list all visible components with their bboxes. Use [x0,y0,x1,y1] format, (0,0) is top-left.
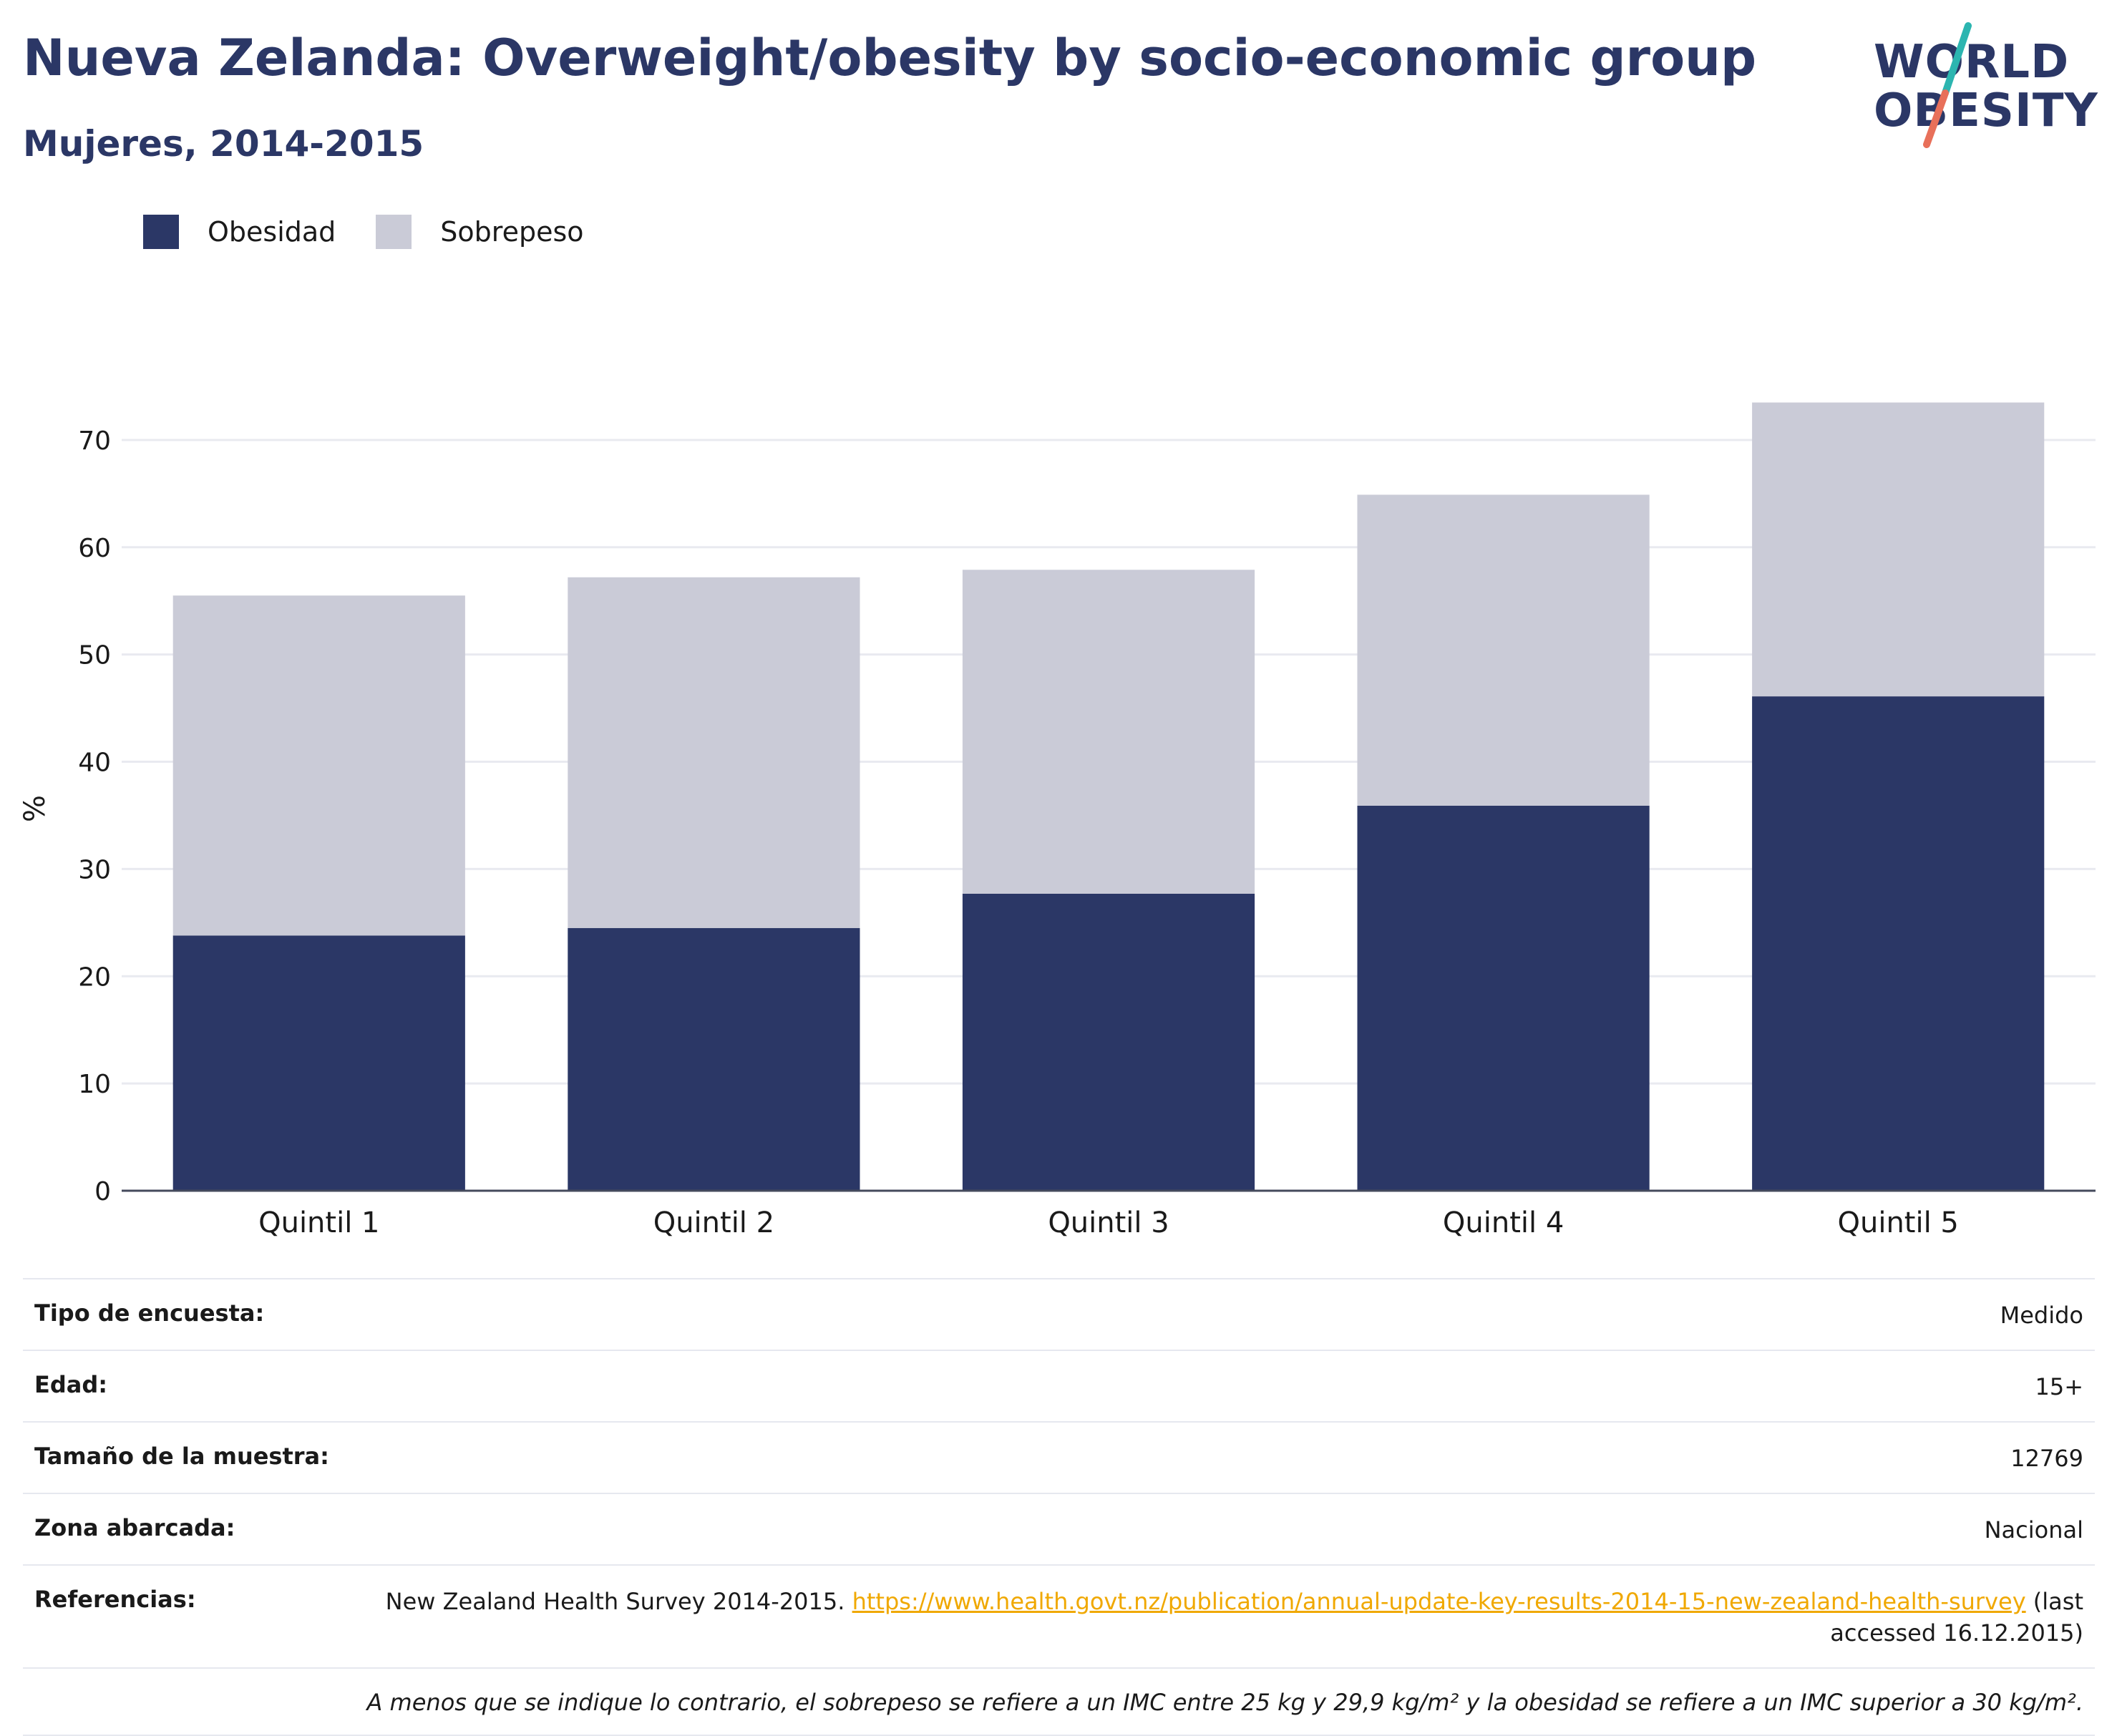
reference-text: New Zealand Health Survey 2014-2015. [385,1588,845,1615]
info-row-survey-type: Tipo de encuesta: Medido [23,1279,2095,1350]
info-row-area: Zona abarcada: Nacional [23,1493,2095,1565]
legend-label-sobrepeso: Sobrepeso [440,216,584,248]
info-key: Zona abarcada: [34,1514,235,1541]
bar-obesidad-quintil-1 [172,935,465,1191]
bar-obesidad-quintil-2 [568,927,860,1191]
y-tick-label: 10 [78,1070,111,1099]
logo-text-obesity: OBESITY [1874,84,2098,137]
bar-obesidad-quintil-5 [1752,696,2045,1191]
info-value: Nacional [1984,1516,2083,1544]
info-value: 12769 [2010,1445,2083,1472]
x-tick-label: Quintil 5 [1838,1206,1959,1239]
bar-obesidad-quintil-3 [962,893,1255,1191]
chart-title: Nueva Zelanda: Overweight/obesity by soc… [23,29,1757,87]
legend-item-obesidad: Obesidad [143,215,336,249]
info-value: 15+ [2035,1373,2083,1400]
info-key: Referencias: [34,1586,196,1613]
info-row-sample-size: Tamaño de la muestra: 12769 [23,1422,2095,1493]
bar-sobrepeso-quintil-4 [1357,494,1650,806]
info-key: Tipo de encuesta: [34,1299,265,1327]
bar-obesidad-quintil-4 [1357,805,1650,1191]
x-tick-label: Quintil 4 [1443,1206,1564,1239]
stacked-bar-chart: 0 10 20 30 40 50 60 70% Quintil 1 Quintil 2 Quinti… [19,402,2096,1239]
world-obesity-logo: WORLD OBESITY [1861,21,2104,150]
x-tick-label: Quintil 3 [1048,1206,1169,1239]
y-tick-label: 20 [78,962,111,992]
info-row-references: Referencias: New Zealand Health Survey 2… [23,1565,2095,1668]
info-row-age: Edad: 15+ [23,1350,2095,1422]
y-tick-label: 60 [78,534,111,563]
x-tick-label: Quintil 2 [653,1206,774,1239]
definition-note: A menos que se indique lo contrario, el … [366,1689,2083,1716]
bar-sobrepeso-quintil-5 [1752,402,2045,697]
logo-slash-icon [1923,22,1972,148]
y-tick-label: 40 [78,748,111,778]
legend-swatch-sobrepeso [376,215,412,249]
bar-sobrepeso-quintil-2 [568,577,860,928]
info-table: Tipo de encuesta: Medido Edad: 15+ Tamañ… [23,1278,2095,1736]
legend-item-sobrepeso: Sobrepeso [376,215,584,249]
legend-swatch-obesidad [143,215,179,249]
info-key: Edad: [34,1371,108,1398]
x-tick-label: Quintil 1 [258,1206,379,1239]
legend: Obesidad Sobrepeso [143,212,624,252]
y-tick-label: 0 [94,1177,111,1206]
y-tick-label: 30 [78,855,111,884]
info-row-note: A menos que se indique lo contrario, el … [23,1668,2095,1735]
y-axis-label: % [19,795,52,822]
y-tick-label: 50 [78,641,111,670]
logo-text-world: WORLD [1874,36,2070,89]
references-value: New Zealand Health Survey 2014-2015. htt… [341,1565,2095,1668]
info-value: Medido [2000,1302,2083,1329]
info-key: Tamaño de la muestra: [34,1443,329,1470]
y-tick-label: 70 [78,426,111,456]
reference-accessed: (last accessed 16.12.2015) [1830,1588,2083,1647]
legend-label-obesidad: Obesidad [208,216,336,248]
bar-sobrepeso-quintil-3 [962,570,1255,894]
chart-subtitle: Mujeres, 2014-2015 [23,123,424,165]
bar-sobrepeso-quintil-1 [172,595,465,936]
reference-link[interactable]: https://www.health.govt.nz/publication/a… [852,1588,2026,1615]
